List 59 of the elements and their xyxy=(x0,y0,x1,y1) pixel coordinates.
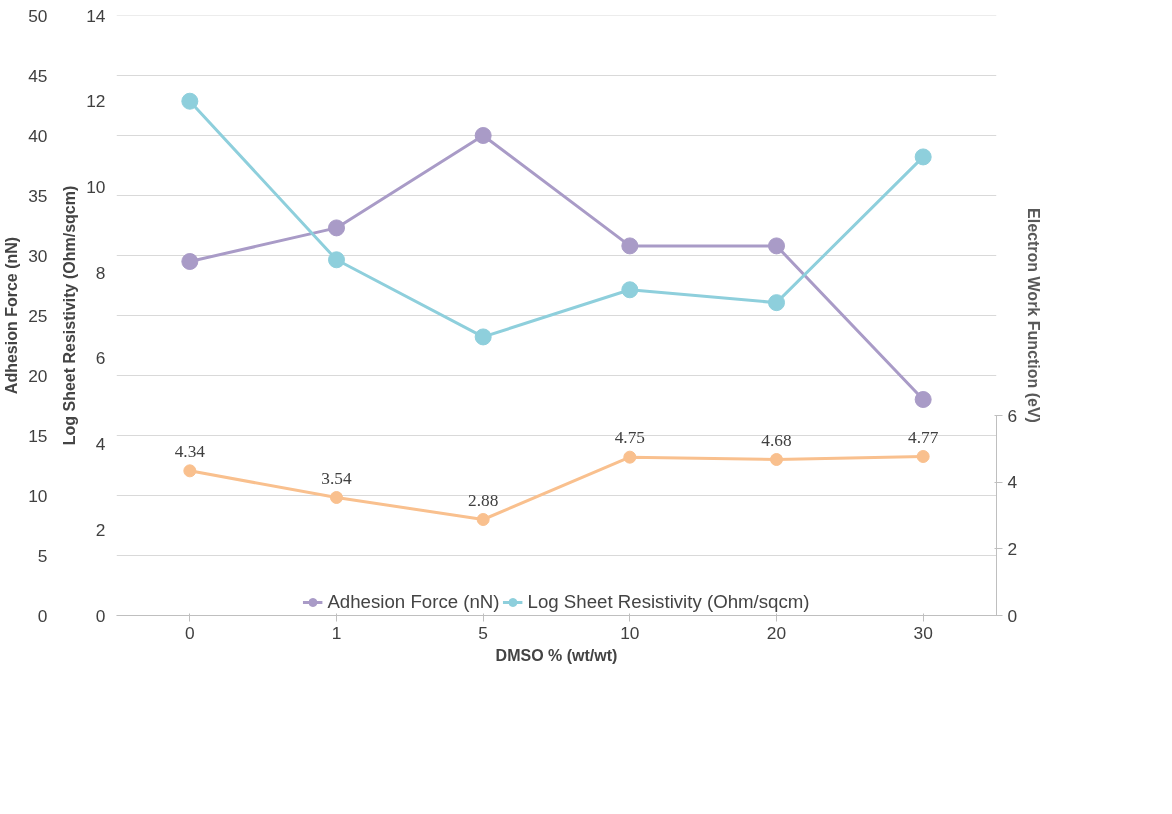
y-tick-label: 2 xyxy=(95,519,106,540)
point xyxy=(181,253,199,270)
y2-tick-label: 0 xyxy=(37,605,48,626)
y3-tick-label: 0 xyxy=(1007,605,1018,626)
y3-axis-title: Electron Work Function (eV) xyxy=(1025,208,1043,423)
y2-axis-title: Adhesion Force (nN) xyxy=(3,236,21,395)
point xyxy=(768,237,785,255)
y-tick-label: 4 xyxy=(95,434,106,455)
y-tick-label: 12 xyxy=(86,91,106,112)
point xyxy=(183,464,197,478)
point xyxy=(621,237,639,255)
x-tick-label: 0 xyxy=(185,622,195,643)
point xyxy=(474,127,492,144)
y2-tick-label: 35 xyxy=(28,185,48,206)
legend-label: Log Sheet Resistivity (Ohm/sqcm) xyxy=(527,591,810,613)
x-tick-label: 30 xyxy=(913,622,933,643)
y-tick-label: 14 xyxy=(86,5,106,26)
y2-tick-label: 10 xyxy=(28,485,48,506)
y-tick-label: 6 xyxy=(95,348,106,369)
point xyxy=(914,391,932,408)
y-axis-title: Log Sheet Resistivity (Ohm/sqcm) xyxy=(61,185,79,446)
point xyxy=(328,219,345,237)
y2-tick-label: 20 xyxy=(28,365,48,386)
point xyxy=(916,450,930,463)
y2-tick-label: 25 xyxy=(28,305,48,326)
y-tick-label: 8 xyxy=(95,262,106,283)
y2-tick-label: 50 xyxy=(28,5,48,26)
y2-tick-label: 30 xyxy=(28,245,48,266)
data-label: 4.77 xyxy=(908,427,939,447)
point xyxy=(181,92,199,110)
point xyxy=(330,491,343,504)
point xyxy=(623,450,637,464)
y2-tick-label: 15 xyxy=(28,425,48,446)
data-label: 2.88 xyxy=(468,490,499,510)
x-tick-label: 1 xyxy=(331,622,342,643)
y2-tick-label: 45 xyxy=(28,65,48,86)
data-label: 4.75 xyxy=(614,428,645,448)
x-axis-title: DMSO % (wt/wt) xyxy=(495,646,618,664)
x-tick-label: 5 xyxy=(478,622,488,643)
y3-tick-label: 4 xyxy=(1007,472,1018,493)
legend-label: Adhesion Force (nN) xyxy=(327,591,500,613)
y-tick-label: 10 xyxy=(86,176,106,197)
x-tick-label: 20 xyxy=(766,622,787,643)
x-tick-label: 10 xyxy=(620,622,640,643)
data-label: 3.54 xyxy=(321,468,352,488)
point xyxy=(621,281,639,299)
point xyxy=(328,251,345,269)
y2-tick-label: 40 xyxy=(28,125,48,146)
data-label: 4.68 xyxy=(761,430,792,450)
y2-tick-label: 5 xyxy=(37,545,48,566)
point xyxy=(474,328,492,346)
point xyxy=(914,148,932,166)
data-label: 4.34 xyxy=(174,441,206,461)
point xyxy=(476,513,490,526)
point xyxy=(768,294,785,312)
y-tick-label: 0 xyxy=(95,605,106,626)
y3-tick-label: 2 xyxy=(1007,538,1018,559)
y3-tick-label: 6 xyxy=(1007,405,1018,426)
point xyxy=(770,453,783,466)
